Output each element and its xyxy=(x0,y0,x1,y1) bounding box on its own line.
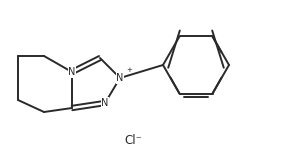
Text: N: N xyxy=(116,73,124,83)
Text: N: N xyxy=(101,98,109,108)
Text: Cl⁻: Cl⁻ xyxy=(124,134,142,146)
Text: N: N xyxy=(68,67,76,77)
Text: +: + xyxy=(126,67,132,73)
